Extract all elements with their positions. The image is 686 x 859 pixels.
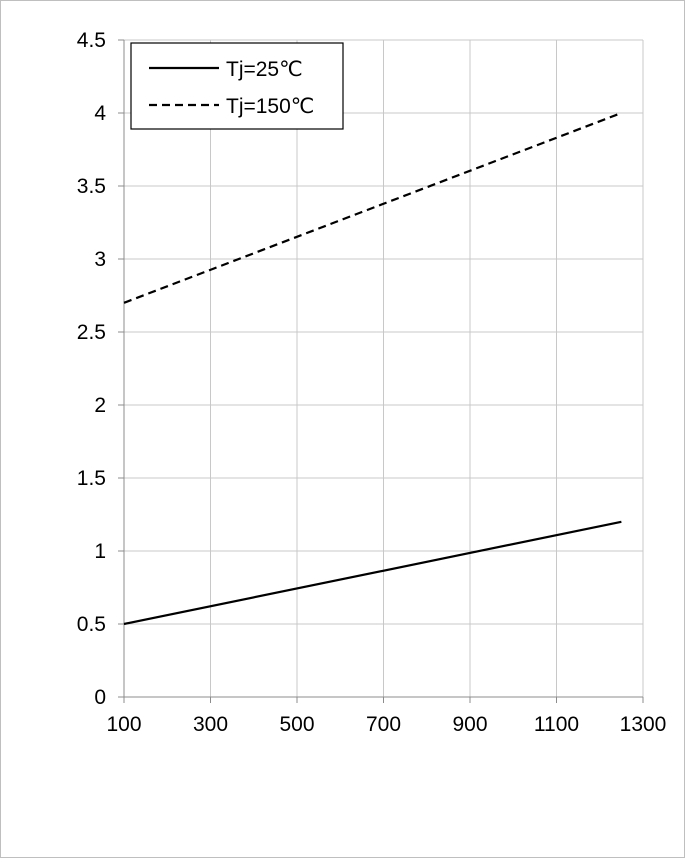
- y-tick-label: 2: [94, 394, 106, 417]
- legend: Tj=25℃ Tj=150℃: [130, 42, 344, 130]
- x-tick-label: 100: [106, 713, 141, 736]
- y-tick-label: 0: [94, 686, 106, 709]
- legend-label-1: Tj=25℃: [226, 58, 303, 81]
- x-tick-label: 500: [279, 713, 314, 736]
- legend-label-2: Tj=150℃: [226, 95, 314, 118]
- axes: [118, 39, 644, 703]
- x-tick-label: 900: [452, 713, 487, 736]
- x-tick-labels: 100 300 500 700 900 1100 1300: [106, 713, 666, 736]
- series-line-1: [123, 520, 622, 626]
- y-tick-label: 3.5: [77, 175, 106, 198]
- series-lines: [123, 111, 622, 626]
- y-tick-label: 2.5: [77, 321, 106, 344]
- legend-box: [130, 42, 344, 130]
- y-tick-label: 3: [94, 248, 106, 271]
- y-tick-label: 1: [94, 540, 106, 563]
- y-tick-labels: 0 0.5 1 1.5 2 2.5 3 3.5 4 4.5: [77, 29, 107, 709]
- y-tick-label: 0.5: [77, 613, 106, 636]
- x-tick-label: 300: [193, 713, 228, 736]
- x-tick-label: 1300: [620, 713, 667, 736]
- x-tick-label: 1100: [534, 713, 579, 736]
- y-tick-label: 4: [94, 102, 106, 125]
- y-tick-label: 1.5: [77, 467, 106, 490]
- x-tick-label: 700: [366, 713, 401, 736]
- series-line-2: [123, 111, 622, 304]
- y-tick-label: 4.5: [77, 29, 106, 52]
